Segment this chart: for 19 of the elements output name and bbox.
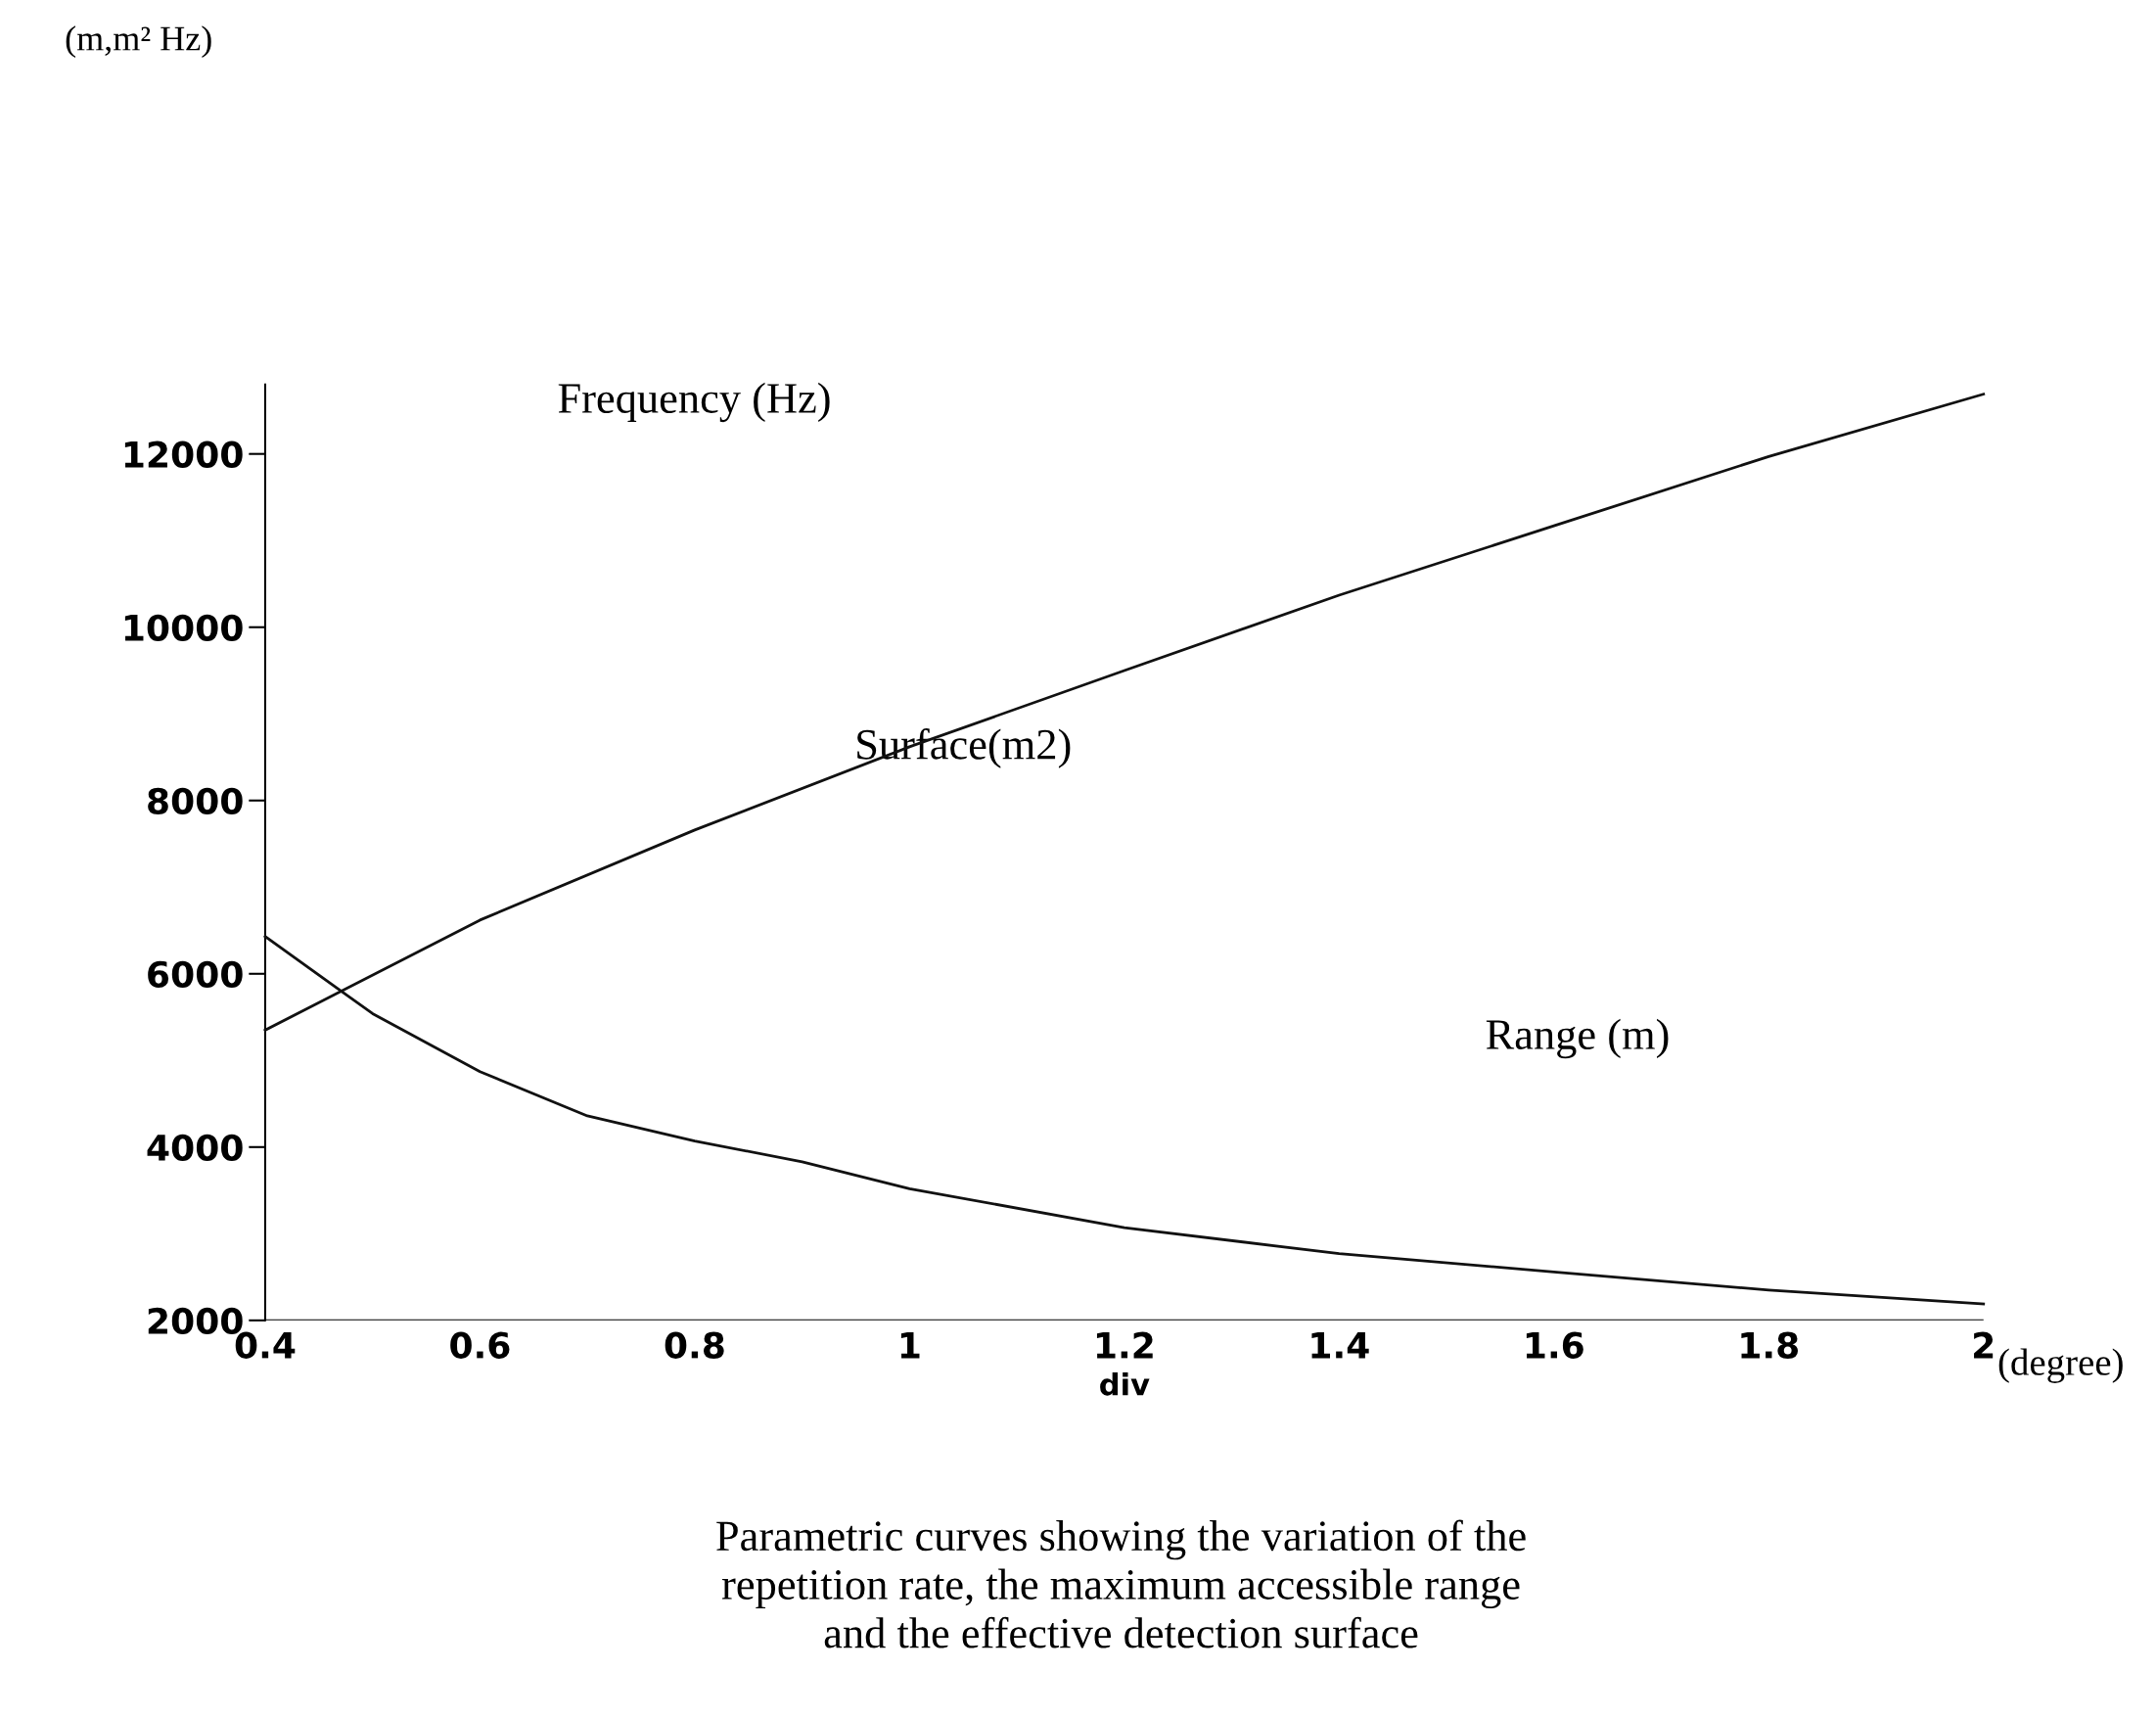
- annotation: Frequency (Hz): [558, 382, 830, 423]
- text: Parametric curves showing the variation of the repetition rate, the maximum accessible range and the effective detection surface: [716, 1519, 1526, 1648]
- x-tick-label: 1.4: [1311, 1332, 1369, 1359]
- x-tick-label: 0.6: [450, 1331, 510, 1359]
- x-tick-label: 2: [1974, 1331, 1994, 1359]
- x-tick-label: 0.8: [665, 1331, 724, 1359]
- text: div: [1100, 1372, 1150, 1396]
- y-tick-label: 4000: [147, 1134, 243, 1162]
- x-axis-title: (degree): [1998, 1348, 2123, 1383]
- annotation: Range (m): [1486, 1018, 1669, 1059]
- x-tick-label: 1.8: [1741, 1331, 1799, 1359]
- text: (m,m² Hz): [66, 25, 211, 59]
- y-tick-label: 12000: [124, 441, 243, 468]
- y-tick-label: 6000: [148, 960, 243, 989]
- y-tick-label: 10000: [124, 614, 243, 641]
- x-tick-label: 1: [900, 1332, 920, 1359]
- x-tick-label: 1.6: [1526, 1331, 1583, 1359]
- x-tick-label: 1.2: [1096, 1331, 1153, 1359]
- y-tick-label: 8000: [148, 787, 243, 814]
